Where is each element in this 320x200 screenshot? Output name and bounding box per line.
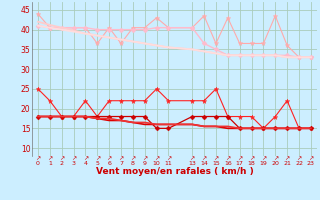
X-axis label: Vent moyen/en rafales ( km/h ): Vent moyen/en rafales ( km/h ) [96,167,253,176]
